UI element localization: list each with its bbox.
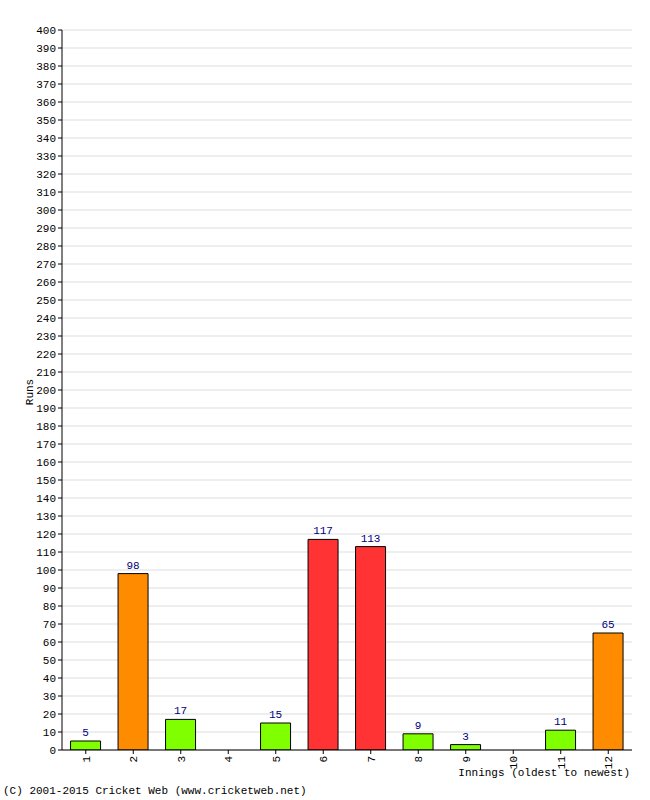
svg-text:150: 150 — [36, 475, 56, 487]
html-text:Runs: Runs — [24, 378, 36, 406]
svg-text:70: 70 — [43, 619, 56, 631]
svg-text:340: 340 — [36, 133, 56, 145]
svg-text:11: 11 — [554, 716, 568, 728]
svg-text:370: 370 — [36, 79, 56, 91]
html-text:(C) 2001-2015 Cricket Web (www: (C) 2001-2015 Cricket Web (www.cricketwe… — [3, 785, 307, 797]
svg-text:200: 200 — [36, 385, 56, 397]
svg-text:170: 170 — [36, 439, 56, 451]
svg-text:11: 11 — [555, 756, 568, 770]
html-text:Innings (oldest to newest): Innings (oldest to newest) — [458, 767, 630, 779]
svg-text:140: 140 — [36, 493, 56, 505]
svg-text:180: 180 — [36, 421, 56, 433]
svg-text:210: 210 — [36, 367, 56, 379]
svg-text:330: 330 — [36, 151, 56, 163]
svg-text:60: 60 — [43, 637, 56, 649]
svg-text:17: 17 — [174, 705, 187, 717]
svg-text:5: 5 — [271, 756, 283, 763]
svg-text:130: 130 — [36, 511, 56, 523]
svg-text:290: 290 — [36, 223, 56, 235]
svg-text:230: 230 — [36, 331, 56, 343]
svg-text:380: 380 — [36, 61, 56, 73]
svg-text:10: 10 — [43, 727, 56, 739]
svg-text:80: 80 — [43, 601, 56, 613]
svg-text:400: 400 — [36, 25, 56, 37]
svg-text:270: 270 — [36, 259, 56, 271]
svg-text:350: 350 — [36, 115, 56, 127]
svg-text:65: 65 — [601, 619, 614, 631]
svg-text:190: 190 — [36, 403, 56, 415]
svg-text:40: 40 — [43, 673, 56, 685]
svg-text:6: 6 — [318, 756, 330, 763]
svg-text:0: 0 — [49, 745, 56, 757]
svg-text:160: 160 — [36, 457, 56, 469]
svg-text:360: 360 — [36, 97, 56, 109]
svg-text:8: 8 — [413, 756, 425, 763]
svg-text:7: 7 — [366, 756, 378, 763]
svg-text:117: 117 — [313, 525, 333, 537]
svg-text:1: 1 — [81, 756, 93, 763]
svg-text:20: 20 — [43, 709, 56, 721]
svg-text:310: 310 — [36, 187, 56, 199]
svg-text:110: 110 — [36, 547, 56, 559]
svg-text:98: 98 — [126, 560, 139, 572]
svg-text:9: 9 — [415, 720, 422, 732]
svg-text:120: 120 — [36, 529, 56, 541]
svg-text:320: 320 — [36, 169, 56, 181]
svg-text:240: 240 — [36, 313, 56, 325]
svg-text:50: 50 — [43, 655, 56, 667]
svg-text:10: 10 — [508, 756, 521, 770]
svg-text:113: 113 — [361, 533, 381, 545]
svg-text:390: 390 — [36, 43, 56, 55]
svg-text:100: 100 — [36, 565, 56, 577]
svg-text:90: 90 — [43, 583, 56, 595]
svg-text:30: 30 — [43, 691, 56, 703]
svg-text:260: 260 — [36, 277, 56, 289]
svg-text:220: 220 — [36, 349, 56, 361]
svg-text:280: 280 — [36, 241, 56, 253]
svg-text:15: 15 — [269, 709, 282, 721]
svg-text:3: 3 — [176, 756, 188, 763]
svg-text:2: 2 — [128, 756, 140, 763]
svg-text:5: 5 — [82, 727, 89, 739]
svg-text:12: 12 — [603, 756, 616, 770]
svg-text:250: 250 — [36, 295, 56, 307]
svg-text:9: 9 — [461, 756, 473, 763]
svg-text:3: 3 — [462, 731, 469, 743]
svg-text:300: 300 — [36, 205, 56, 217]
svg-text:4: 4 — [223, 756, 235, 763]
